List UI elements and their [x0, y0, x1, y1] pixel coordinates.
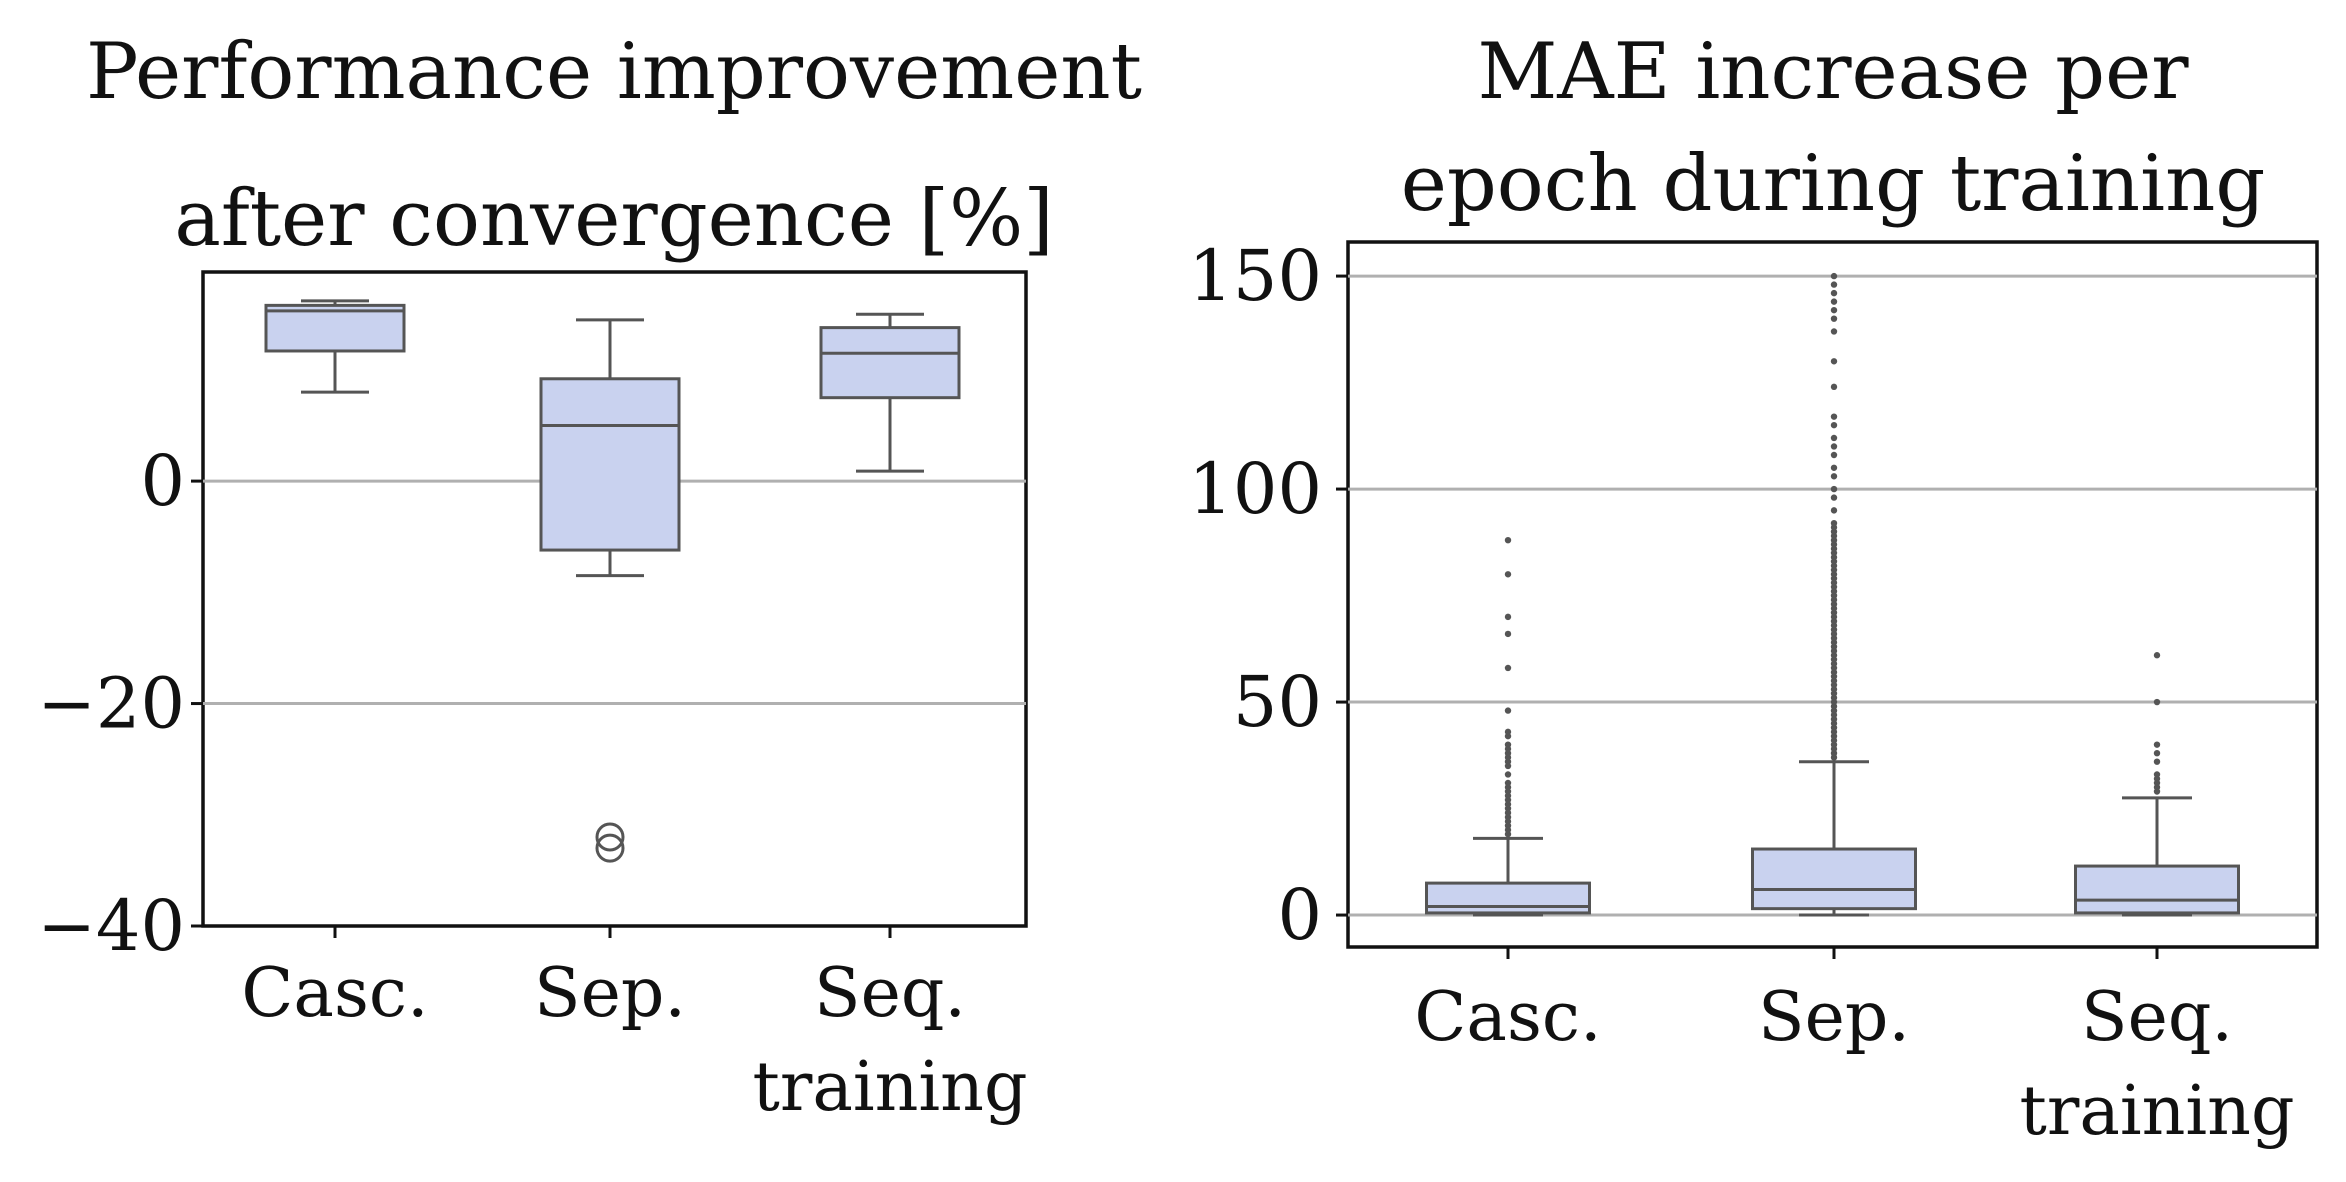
right-xtick-label-casc: Casc. — [1414, 978, 1601, 1057]
right-sep-flier — [1830, 315, 1838, 322]
right-sep-flier — [1830, 507, 1838, 514]
left-xtick-label-sep: Sep. — [534, 954, 686, 1033]
left-ytick-label: 0 — [140, 440, 185, 522]
right-sep-flier — [1830, 281, 1838, 288]
right-casc-flier — [1504, 779, 1512, 787]
left-sep-flier — [595, 833, 625, 863]
panel-mae-increase: MAE increase per epoch during training 1… — [1188, 27, 2319, 1151]
right-ytick-label: 100 — [1188, 448, 1322, 530]
right-casc-flier — [1504, 613, 1512, 621]
right-sep-flier — [1830, 306, 1838, 314]
right-sep-flier — [1830, 485, 1838, 493]
right-sep-flier — [1830, 358, 1838, 365]
right-sep-flier — [1830, 383, 1838, 391]
left-ytick-label: −40 — [37, 885, 185, 967]
left-xtick-label-seq: Seq. — [814, 954, 966, 1033]
right-sep-flier — [1830, 494, 1838, 501]
right-seq-box — [2074, 864, 2240, 915]
right-xtick-label-seq: Seq. — [2081, 978, 2233, 1057]
right-casc-flier — [1504, 630, 1512, 638]
right-casc-flier — [1504, 664, 1512, 672]
right-ytick-label: 150 — [1188, 235, 1322, 317]
left-title-line-2: after convergence [%] — [174, 174, 1053, 264]
left-ytick-label: −20 — [37, 663, 185, 745]
right-sep-flier — [1830, 443, 1838, 450]
right-sep-flier — [1830, 451, 1838, 459]
right-ytick-label: 50 — [1233, 661, 1322, 743]
right-sep-flier — [1830, 413, 1838, 420]
right-casc-flier — [1504, 728, 1512, 736]
left-xtick-label-casc: Casc. — [241, 954, 428, 1033]
right-seq-flier — [2153, 652, 2161, 659]
right-seq-flier — [2153, 758, 2161, 765]
left-xtick-label-training: training — [753, 1048, 1028, 1127]
left-casc-box — [264, 303, 406, 353]
left-sep-box — [539, 377, 681, 552]
left-plot-frame — [201, 270, 1028, 928]
right-sep-flier — [1830, 289, 1838, 297]
panel-performance-improvement: Performance improvement after convergenc… — [37, 27, 1142, 1127]
right-seq-flier — [2153, 771, 2161, 778]
right-title-line-1: MAE increase per — [1477, 27, 2189, 117]
right-casc-flier — [1504, 741, 1512, 748]
right-casc-flier — [1504, 571, 1512, 578]
right-sep-flier — [1830, 328, 1838, 335]
left-title-line-1: Performance improvement — [86, 27, 1142, 117]
right-title-line-2: epoch during training — [1401, 139, 2266, 229]
right-casc-flier — [1504, 536, 1512, 544]
right-sep-flier — [1830, 272, 1838, 280]
right-sep-flier — [1830, 434, 1838, 442]
right-casc-flier — [1504, 707, 1512, 714]
right-sep-flier — [1830, 298, 1838, 305]
right-casc-flier — [1504, 771, 1512, 778]
right-seq-flier — [2153, 741, 2161, 748]
right-seq-flier — [2153, 749, 2161, 757]
right-ytick-label: 0 — [1277, 874, 1322, 956]
right-sep-flier — [1830, 464, 1838, 471]
right-seq-flier — [2153, 698, 2161, 706]
right-casc-box — [1425, 881, 1591, 915]
right-xtick-label-sep: Sep. — [1758, 978, 1910, 1057]
left-seq-box — [819, 326, 961, 400]
left-sep-flier — [595, 822, 625, 852]
right-sep-flier — [1830, 421, 1838, 429]
right-sep-flier — [1830, 519, 1838, 527]
right-sep-box — [1751, 847, 1917, 911]
right-sep-flier — [1830, 473, 1838, 480]
right-xtick-label-training: training — [2020, 1072, 2295, 1151]
